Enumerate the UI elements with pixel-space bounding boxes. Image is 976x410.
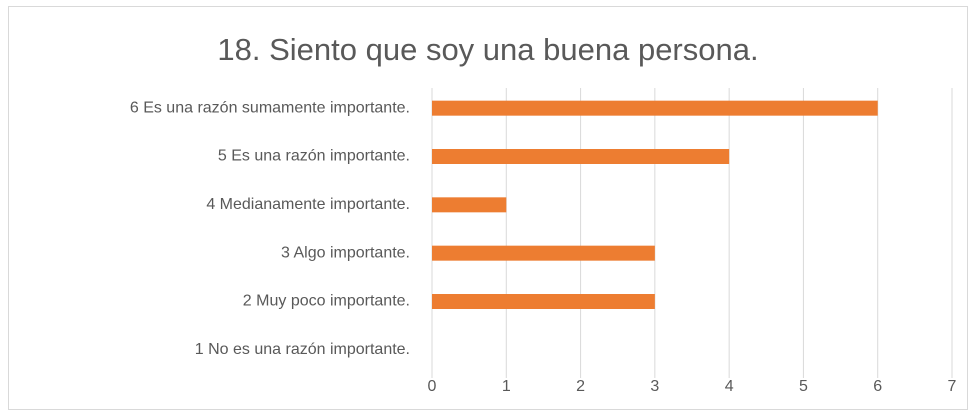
x-tick-label: 7 [948,378,957,395]
y-tick-label: 6 Es una razón sumamente importante. [130,99,410,116]
y-tick-label: 4 Medianamente importante. [206,196,410,213]
y-tick-label: 2 Muy poco importante. [243,293,410,310]
bar [432,149,730,164]
x-tick-label: 0 [428,378,437,395]
x-tick-label: 4 [725,378,734,395]
y-tick-label: 3 Algo importante. [281,244,410,261]
x-tick-label: 3 [650,378,659,395]
x-tick-label: 6 [873,378,882,395]
x-tick-label: 1 [502,378,511,395]
chart-title: 18. Siento que soy una buena persona. [217,32,758,67]
bar [432,197,507,213]
bar [432,245,655,261]
y-tick-label: 5 Es una razón importante. [218,148,410,165]
y-tick-label: 1 No es una razón importante. [195,341,410,358]
x-tick-label: 5 [799,378,808,395]
bar [432,100,878,116]
x-tick-label: 2 [576,378,585,395]
bar [432,294,655,309]
